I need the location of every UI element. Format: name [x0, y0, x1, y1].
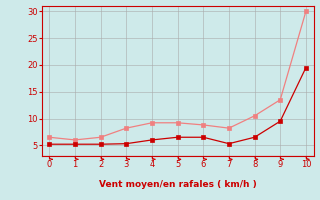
X-axis label: Vent moyen/en rafales ( km/h ): Vent moyen/en rafales ( km/h ): [99, 180, 256, 189]
